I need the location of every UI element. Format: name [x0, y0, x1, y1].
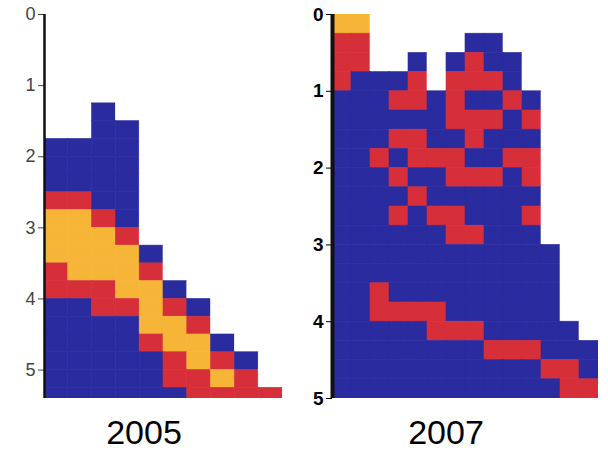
svg-text:1: 1: [313, 80, 324, 101]
svg-text:2: 2: [25, 146, 35, 166]
svg-text:0: 0: [25, 4, 35, 24]
svg-text:5: 5: [25, 360, 35, 380]
svg-text:5: 5: [313, 388, 324, 409]
svg-text:4: 4: [25, 289, 35, 309]
svg-text:1: 1: [25, 75, 35, 95]
html-text:2007: 2007: [408, 413, 484, 451]
svg-text:0: 0: [313, 4, 324, 25]
svg-text:4: 4: [313, 311, 324, 332]
html-text:2005: 2005: [106, 413, 182, 451]
svg-text:2: 2: [313, 157, 324, 178]
svg-text:3: 3: [25, 218, 35, 238]
svg-text:3: 3: [313, 234, 324, 255]
